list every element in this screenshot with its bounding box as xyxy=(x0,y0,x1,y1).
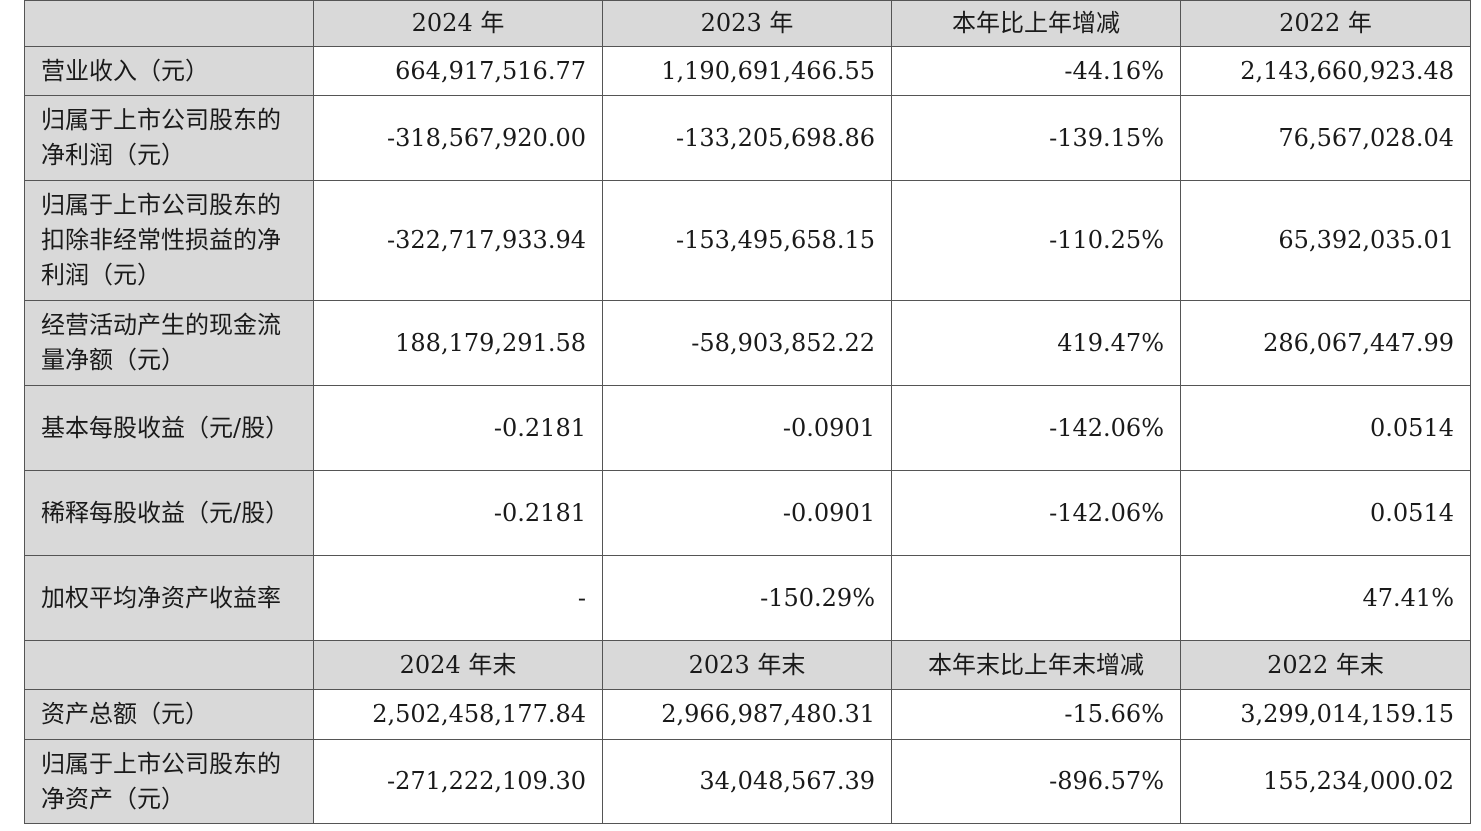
cell-value: -0.2181 xyxy=(313,385,603,471)
cell-value: 2,966,987,480.31 xyxy=(602,689,892,740)
cell-value: -322,717,933.94 xyxy=(313,180,603,301)
table-row: 归属于上市公司股东的净利润（元） -318,567,920.00 -133,20… xyxy=(24,95,1471,181)
cell-value: -150.29% xyxy=(602,555,892,641)
cell-value xyxy=(891,555,1181,641)
row-label: 归属于上市公司股东的净利润（元） xyxy=(24,95,314,181)
table-row: 经营活动产生的现金流量净额（元） 188,179,291.58 -58,903,… xyxy=(24,300,1471,386)
cell-value: -58,903,852.22 xyxy=(602,300,892,386)
cell-value: -142.06% xyxy=(891,385,1181,471)
cell-value: -0.0901 xyxy=(602,470,892,556)
row-label: 归属于上市公司股东的净资产（元） xyxy=(24,739,314,824)
cell-value: 664,917,516.77 xyxy=(313,46,603,96)
row-label: 营业收入（元） xyxy=(24,46,314,96)
cell-value: 1,190,691,466.55 xyxy=(602,46,892,96)
header-corner-cell xyxy=(24,0,314,47)
header-2022: 2022 年 xyxy=(1180,0,1471,47)
cell-value: -110.25% xyxy=(891,180,1181,301)
cell-value: 188,179,291.58 xyxy=(313,300,603,386)
cell-value: -133,205,698.86 xyxy=(602,95,892,181)
financial-summary-table: 2024 年 2023 年 本年比上年增减 2022 年 营业收入（元） 664… xyxy=(24,0,1471,824)
cell-value: -896.57% xyxy=(891,739,1181,824)
cell-value: 286,067,447.99 xyxy=(1180,300,1471,386)
cell-value: 2,143,660,923.48 xyxy=(1180,46,1471,96)
cell-value: 3,299,014,159.15 xyxy=(1180,689,1471,740)
row-label: 稀释每股收益（元/股） xyxy=(24,470,314,556)
header-corner-cell xyxy=(24,640,314,690)
cell-value: -0.2181 xyxy=(313,470,603,556)
header-2024: 2024 年 xyxy=(313,0,603,47)
cell-value: - xyxy=(313,555,603,641)
cell-value: 76,567,028.04 xyxy=(1180,95,1471,181)
row-label: 加权平均净资产收益率 xyxy=(24,555,314,641)
table-row: 基本每股收益（元/股） -0.2181 -0.0901 -142.06% 0.0… xyxy=(24,385,1471,471)
cell-value: -142.06% xyxy=(891,470,1181,556)
cell-value: 2,502,458,177.84 xyxy=(313,689,603,740)
table-row: 归属于上市公司股东的净资产（元） -271,222,109.30 34,048,… xyxy=(24,739,1471,824)
cell-value: -271,222,109.30 xyxy=(313,739,603,824)
table-row: 营业收入（元） 664,917,516.77 1,190,691,466.55 … xyxy=(24,46,1471,96)
row-label: 基本每股收益（元/股） xyxy=(24,385,314,471)
table-row: 稀释每股收益（元/股） -0.2181 -0.0901 -142.06% 0.0… xyxy=(24,470,1471,556)
cell-value: -318,567,920.00 xyxy=(313,95,603,181)
cell-value: -139.15% xyxy=(891,95,1181,181)
header-change: 本年比上年增减 xyxy=(891,0,1181,47)
cell-value: -15.66% xyxy=(891,689,1181,740)
cell-value: 34,048,567.39 xyxy=(602,739,892,824)
table-row: 加权平均净资产收益率 - -150.29% 47.41% xyxy=(24,555,1471,641)
cell-value: -0.0901 xyxy=(602,385,892,471)
row-label: 资产总额（元） xyxy=(24,689,314,740)
cell-value: 155,234,000.02 xyxy=(1180,739,1471,824)
header-2022-end: 2022 年末 xyxy=(1180,640,1471,690)
table-row: 资产总额（元） 2,502,458,177.84 2,966,987,480.3… xyxy=(24,689,1471,740)
cell-value: 0.0514 xyxy=(1180,385,1471,471)
header-row-annual: 2024 年 2023 年 本年比上年增减 2022 年 xyxy=(24,0,1471,47)
header-2023: 2023 年 xyxy=(602,0,892,47)
row-label: 经营活动产生的现金流量净额（元） xyxy=(24,300,314,386)
header-change-end: 本年末比上年末增减 xyxy=(891,640,1181,690)
cell-value: -153,495,658.15 xyxy=(602,180,892,301)
cell-value: 0.0514 xyxy=(1180,470,1471,556)
cell-value: 419.47% xyxy=(891,300,1181,386)
header-2024-end: 2024 年末 xyxy=(313,640,603,690)
cell-value: 65,392,035.01 xyxy=(1180,180,1471,301)
cell-value: 47.41% xyxy=(1180,555,1471,641)
cell-value: -44.16% xyxy=(891,46,1181,96)
row-label: 归属于上市公司股东的扣除非经常性损益的净利润（元） xyxy=(24,180,314,301)
table-row: 归属于上市公司股东的扣除非经常性损益的净利润（元） -322,717,933.9… xyxy=(24,180,1471,301)
header-2023-end: 2023 年末 xyxy=(602,640,892,690)
header-row-year-end: 2024 年末 2023 年末 本年末比上年末增减 2022 年末 xyxy=(24,640,1471,690)
